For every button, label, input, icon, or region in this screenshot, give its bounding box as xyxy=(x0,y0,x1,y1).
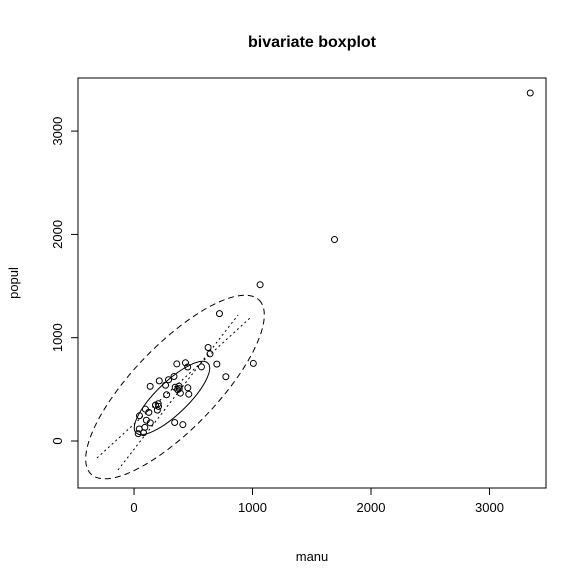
point xyxy=(526,89,534,97)
fence-ellipse xyxy=(85,294,265,480)
point xyxy=(184,384,192,392)
x-tick-label: 3000 xyxy=(475,500,504,515)
y-tick-label: 0 xyxy=(50,437,65,444)
point xyxy=(146,382,154,390)
point xyxy=(175,382,183,390)
point xyxy=(171,419,179,427)
ellipses xyxy=(85,294,265,480)
point xyxy=(331,236,339,244)
point xyxy=(222,373,230,381)
point xyxy=(163,391,171,399)
point xyxy=(155,377,163,385)
point xyxy=(256,281,264,289)
point xyxy=(146,419,154,427)
point xyxy=(140,429,148,437)
plot-frame xyxy=(77,77,547,489)
point xyxy=(204,344,212,352)
x-tick-label: 2000 xyxy=(357,500,386,515)
point xyxy=(249,359,257,367)
point xyxy=(170,373,178,381)
y-axis-label: popul xyxy=(6,267,21,299)
y-tick-label: 2000 xyxy=(50,220,65,249)
point xyxy=(134,430,142,438)
hinge-ellipse xyxy=(133,360,211,436)
point xyxy=(197,363,205,371)
x-tick-label: 1000 xyxy=(238,500,267,515)
chart-title: bivariate boxplot xyxy=(248,34,377,51)
x-axis-label: manu xyxy=(296,549,329,564)
point xyxy=(176,389,184,397)
point xyxy=(135,412,143,420)
point xyxy=(215,310,223,318)
x-tick-label: 0 xyxy=(130,500,137,515)
point xyxy=(165,376,173,384)
point xyxy=(175,385,183,393)
point xyxy=(162,381,170,389)
y-tick-label: 1000 xyxy=(50,323,65,352)
point xyxy=(184,363,192,371)
point xyxy=(181,359,189,367)
point xyxy=(213,360,221,368)
point xyxy=(179,421,187,429)
point xyxy=(173,360,181,368)
y-tick-label: 3000 xyxy=(50,117,65,146)
point xyxy=(155,402,163,410)
point xyxy=(145,408,153,416)
point xyxy=(206,350,214,358)
point xyxy=(171,383,179,391)
point xyxy=(185,390,193,398)
point xyxy=(153,406,161,414)
